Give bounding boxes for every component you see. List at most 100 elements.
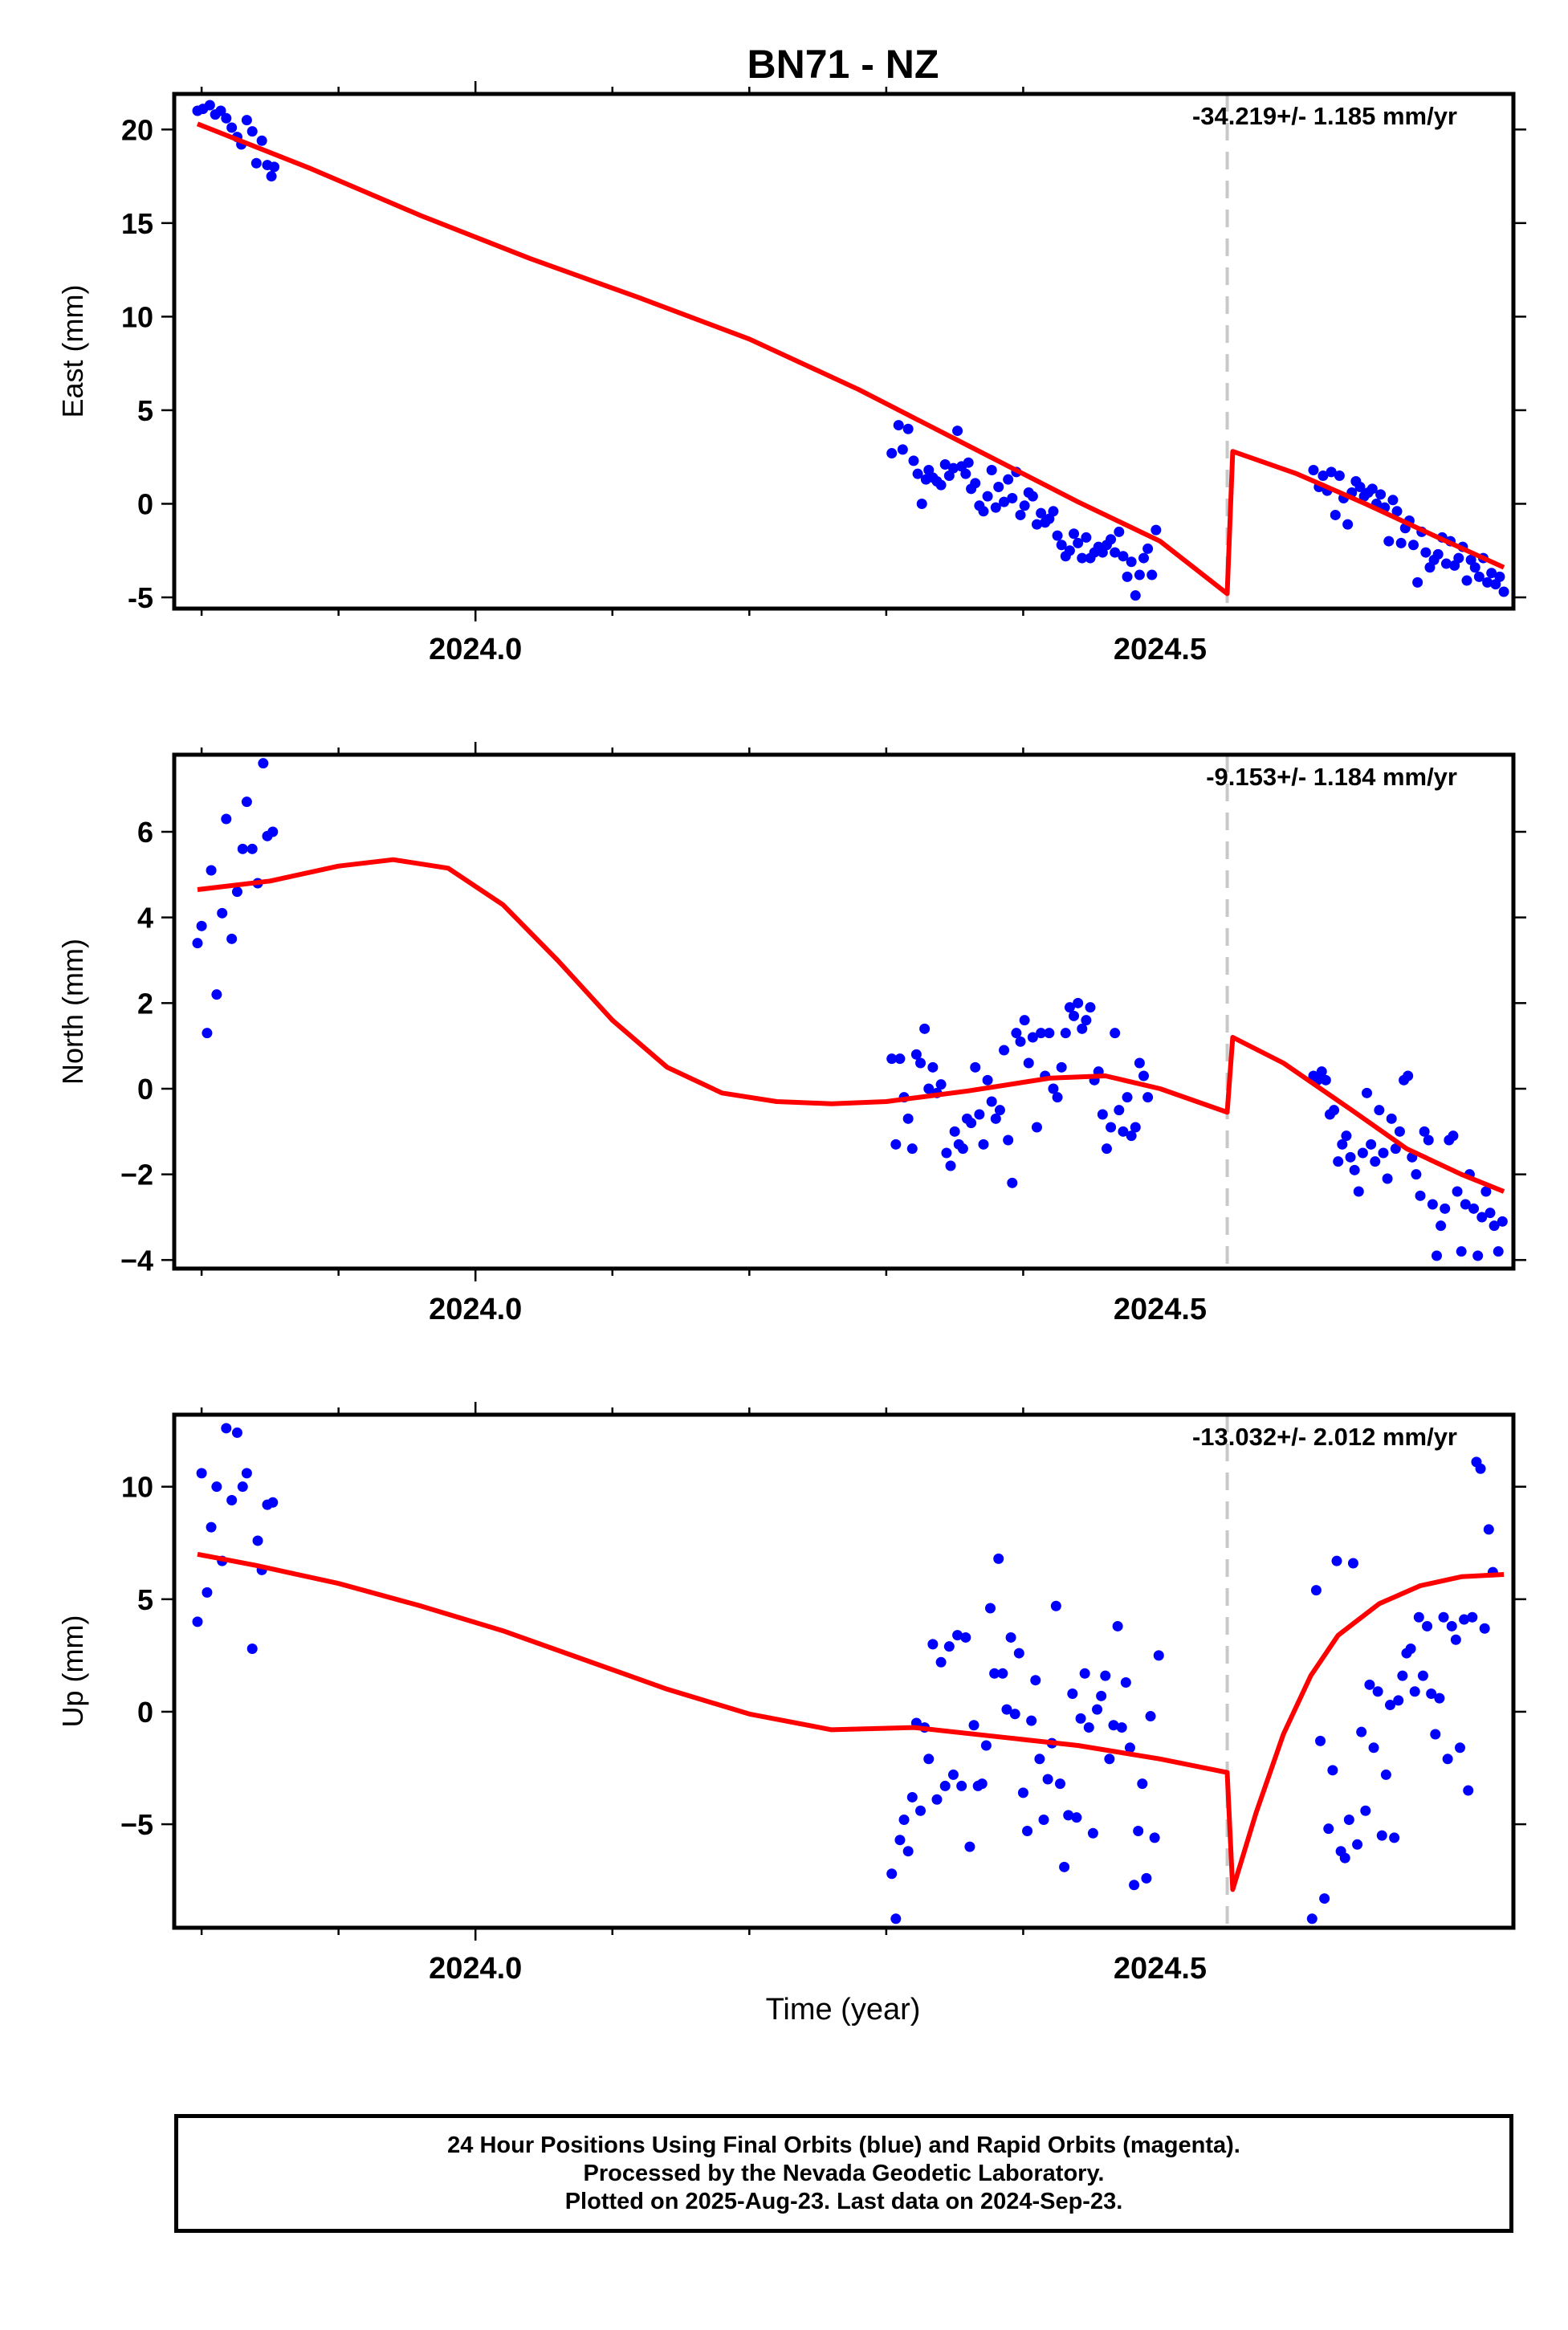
up-y-tick-label: 10 bbox=[121, 1471, 153, 1504]
up-data-point bbox=[1459, 1614, 1470, 1625]
east-data-point bbox=[1031, 519, 1042, 530]
east-data-point bbox=[1308, 465, 1319, 476]
up-data-point bbox=[1310, 1585, 1322, 1596]
up-data-point bbox=[1120, 1677, 1131, 1688]
east-data-point bbox=[897, 444, 908, 455]
up-data-point bbox=[1005, 1631, 1016, 1643]
up-data-point bbox=[1422, 1620, 1433, 1631]
north-data-point bbox=[894, 1053, 906, 1065]
up-data-point bbox=[923, 1754, 935, 1765]
up-data-point bbox=[968, 1720, 979, 1731]
up-data-point bbox=[231, 1427, 242, 1438]
north-data-point bbox=[231, 886, 242, 898]
north-data-point bbox=[935, 1079, 947, 1090]
north-data-point bbox=[1456, 1246, 1467, 1257]
up-data-point bbox=[1434, 1693, 1445, 1704]
north-data-point bbox=[999, 1045, 1010, 1056]
up-data-point bbox=[1145, 1711, 1156, 1722]
east-data-point bbox=[1366, 483, 1378, 495]
east-data-point bbox=[1407, 540, 1419, 551]
up-data-point bbox=[1096, 1690, 1107, 1701]
up-data-point bbox=[952, 1630, 963, 1641]
east-data-point bbox=[1134, 569, 1145, 580]
east-data-point bbox=[986, 465, 997, 476]
north-y-tick-label: 4 bbox=[137, 902, 153, 935]
east-data-point bbox=[1482, 576, 1493, 588]
up-panel: 2024.0 2024.5 10 5 0 −5 Up (mm) -13.032+/- 2.01… bbox=[56, 1402, 1526, 1986]
north-data-point bbox=[1106, 1122, 1117, 1133]
east-data-point bbox=[1375, 489, 1387, 500]
north-data-point bbox=[1015, 1036, 1026, 1047]
up-data-point bbox=[997, 1668, 1008, 1679]
east-data-point bbox=[1114, 526, 1125, 537]
east-data-point bbox=[1326, 466, 1337, 478]
up-data-point bbox=[1034, 1754, 1045, 1765]
east-data-point bbox=[908, 455, 919, 466]
north-data-point bbox=[258, 758, 269, 769]
up-data-point bbox=[1327, 1765, 1338, 1776]
east-data-point bbox=[1019, 500, 1030, 511]
north-data-point bbox=[221, 813, 232, 825]
up-data-point bbox=[252, 1535, 263, 1546]
east-y-tick-label: 20 bbox=[121, 113, 153, 146]
footer-line-2: Processed by the Nevada Geodetic Laborat… bbox=[583, 2160, 1105, 2186]
up-data-point bbox=[1087, 1827, 1098, 1839]
east-data-point bbox=[1122, 571, 1133, 582]
up-data-point bbox=[1071, 1812, 1082, 1823]
north-data-point bbox=[1110, 1028, 1121, 1039]
north-data-point bbox=[1134, 1057, 1145, 1069]
north-data-point bbox=[1007, 1177, 1018, 1188]
east-y-tick-label: 0 bbox=[137, 487, 153, 520]
east-data-point bbox=[990, 502, 1001, 513]
up-data-point bbox=[1454, 1742, 1465, 1754]
up-data-point bbox=[1405, 1643, 1416, 1654]
north-data-point bbox=[1497, 1216, 1508, 1227]
east-x-tick-label: 2024.0 bbox=[429, 633, 522, 666]
north-data-point bbox=[202, 1028, 213, 1039]
up-data-point bbox=[915, 1805, 927, 1816]
up-data-point bbox=[1347, 1558, 1358, 1569]
north-data-point bbox=[978, 1139, 989, 1150]
up-data-point bbox=[1475, 1463, 1486, 1474]
north-data-point bbox=[1019, 1015, 1030, 1026]
up-data-point bbox=[984, 1603, 996, 1614]
north-data-point bbox=[1031, 1122, 1042, 1133]
north-data-point bbox=[1114, 1105, 1125, 1116]
up-data-point bbox=[1001, 1704, 1012, 1715]
east-data-point bbox=[935, 479, 947, 491]
footer-line-1: 24 Hour Positions Using Final Orbits (bl… bbox=[447, 2132, 1240, 2158]
north-data-point bbox=[1480, 1186, 1492, 1197]
up-data-point bbox=[1013, 1648, 1024, 1659]
up-data-point bbox=[898, 1814, 910, 1825]
north-data-point bbox=[1101, 1143, 1112, 1155]
east-data-point bbox=[1069, 528, 1080, 540]
north-data-point bbox=[957, 1143, 968, 1155]
east-data-point bbox=[1486, 568, 1497, 579]
up-data-point bbox=[947, 1769, 959, 1780]
up-data-point bbox=[993, 1553, 1004, 1564]
north-y-tick-label: 6 bbox=[137, 816, 153, 849]
north-data-point bbox=[1436, 1220, 1447, 1232]
up-data-point bbox=[1079, 1668, 1090, 1679]
north-data-point bbox=[966, 1118, 977, 1129]
east-x-tick-label: 2024.5 bbox=[1114, 633, 1207, 666]
up-data-point bbox=[237, 1481, 248, 1493]
up-data-point bbox=[1426, 1688, 1437, 1700]
north-data-point bbox=[1337, 1139, 1348, 1150]
north-data-point bbox=[1370, 1156, 1381, 1167]
up-data-point bbox=[1463, 1785, 1474, 1796]
east-data-point bbox=[1469, 562, 1480, 573]
north-data-point bbox=[1011, 1028, 1022, 1039]
up-data-point bbox=[1116, 1722, 1127, 1733]
up-data-point bbox=[1368, 1742, 1379, 1754]
north-x-tick-label: 2024.5 bbox=[1114, 1293, 1207, 1326]
footer-info-box: 24 Hour Positions Using Final Orbits (bl… bbox=[174, 2114, 1513, 2233]
up-y-tick-label: 0 bbox=[137, 1696, 153, 1729]
east-data-point bbox=[1015, 509, 1026, 520]
east-y-tick-label: 15 bbox=[121, 207, 153, 240]
north-data-point bbox=[990, 1113, 1001, 1124]
north-data-point bbox=[1048, 1083, 1059, 1094]
east-data-point bbox=[1383, 536, 1395, 547]
east-data-point bbox=[1138, 552, 1150, 564]
north-data-point bbox=[1493, 1246, 1504, 1257]
